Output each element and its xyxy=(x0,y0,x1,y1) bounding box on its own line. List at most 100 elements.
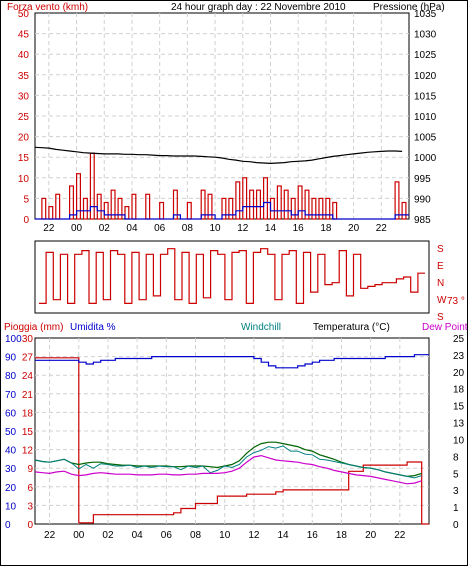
climate-hour-tick-label: 02 xyxy=(102,530,114,541)
pressure-axis-title: Pressione (hPa) xyxy=(373,2,445,13)
climate-hour-tick-label: 22 xyxy=(44,530,56,541)
climate-hour-tick-label: 22 xyxy=(394,530,406,541)
humidity-series xyxy=(35,354,429,369)
wind-hour-tick-label: 18 xyxy=(320,223,332,234)
wind-speed-tick-label: 15 xyxy=(18,153,30,164)
gust-bar xyxy=(110,189,116,220)
compass-label: S xyxy=(437,312,444,323)
climate-hour-tick-label: 16 xyxy=(307,530,319,541)
gust-bar xyxy=(235,181,241,220)
wind-speed-tick-label: 35 xyxy=(18,71,30,82)
rain-tick-label: 9 xyxy=(27,464,33,475)
climate-hour-tick-label: 08 xyxy=(190,530,202,541)
wind-speed-tick-label: 50 xyxy=(18,9,30,20)
gust-bar xyxy=(311,197,317,220)
temperature-tick-label: 25 xyxy=(453,334,465,345)
humidity-tick-label: 80 xyxy=(5,371,17,382)
humidity-tick-label: 70 xyxy=(5,390,17,401)
gust-bar xyxy=(221,197,227,220)
gust-bar xyxy=(297,185,303,220)
rain-tick-label: 6 xyxy=(27,483,33,494)
chart-title: 24 hour graph day : 22 Novembre 2010 xyxy=(171,2,346,13)
wind-speed-tick-label: 5 xyxy=(23,194,29,205)
gust-bar xyxy=(318,197,324,220)
temperature-tick-label: 10 xyxy=(453,435,465,446)
gust-bar xyxy=(283,189,289,220)
gust-bar xyxy=(263,177,269,220)
windchill-legend-label: Windchill xyxy=(241,322,281,333)
humidity-line xyxy=(35,354,429,369)
humidity-tick-label: 60 xyxy=(5,408,17,419)
wind-speed-tick-label: 25 xyxy=(18,112,30,123)
gust-bar xyxy=(228,197,234,220)
compass-label: S xyxy=(437,244,444,255)
rain-tick-label: 0 xyxy=(27,520,33,531)
temperature-tick-label: 15 xyxy=(453,402,465,413)
dewpoint-legend-label: Dew Point xyxy=(422,322,467,333)
rain-series xyxy=(35,357,429,525)
wind-speed-axis-title: Forza vento (kmh) xyxy=(7,2,88,13)
windchill-series xyxy=(34,445,422,479)
gust-bar xyxy=(75,173,81,220)
gust-bar xyxy=(242,177,248,220)
pressure-tick-label: 1035 xyxy=(414,9,437,20)
wind-hour-tick-label: 04 xyxy=(126,223,138,234)
average-wind-line xyxy=(35,201,409,220)
wind-speed-tick-label: 20 xyxy=(18,133,30,144)
climate-hour-tick-label: 00 xyxy=(73,530,85,541)
gust-bar xyxy=(276,185,282,220)
gust-bar xyxy=(249,189,255,220)
rain-tick-label: 27 xyxy=(22,353,34,364)
rain-line xyxy=(35,357,429,525)
temperature-tick-label: 1 xyxy=(453,503,459,514)
gust-bar xyxy=(82,197,88,220)
rain-tick-label: 18 xyxy=(22,408,34,419)
wind-hour-tick-label: 10 xyxy=(210,223,222,234)
temperature-legend-label: Temperatura (°C) xyxy=(313,322,390,333)
humidity-tick-label: 100 xyxy=(5,334,22,345)
rain-axis-labels: 0 3 6 9 12 15 18 21 24 27 30 xyxy=(22,334,34,531)
pressure-line xyxy=(34,146,403,165)
humidity-axis-title: Umidita % xyxy=(70,322,116,333)
climate-hour-tick-label: 10 xyxy=(219,530,231,541)
climate-hour-tick-label: 14 xyxy=(278,530,290,541)
wind-hour-tick-label: 00 xyxy=(71,223,83,234)
gust-bar xyxy=(394,181,400,220)
wind-hour-tick-label: 12 xyxy=(237,223,249,234)
pressure-tick-label: 985 xyxy=(414,215,431,226)
dewpoint-series xyxy=(34,454,422,485)
compass-label: E xyxy=(437,261,444,272)
wind-speed-tick-label: 45 xyxy=(18,30,30,41)
rain-axis-title: Pioggia (mm) xyxy=(4,322,63,333)
temperature-tick-label: 20 xyxy=(453,368,465,379)
humidity-tick-label: 10 xyxy=(5,501,17,512)
wind-speed-axis-labels: 0 5 10 15 20 25 30 35 40 45 50 xyxy=(18,9,30,226)
climate-hour-tick-label: 12 xyxy=(248,530,260,541)
temperature-tick-label: 23 xyxy=(453,351,465,362)
rain-tick-label: 21 xyxy=(22,390,34,401)
wind-speed-tick-label: 10 xyxy=(18,174,30,185)
gust-bar xyxy=(68,185,74,220)
climate-hour-tick-label: 20 xyxy=(365,530,377,541)
wind-direction-series xyxy=(39,248,425,304)
wind-hour-tick-label: 22 xyxy=(43,223,55,234)
pressure-tick-label: 995 xyxy=(414,174,431,185)
gust-bar xyxy=(200,189,206,220)
humidity-tick-label: 0 xyxy=(5,520,11,531)
rain-tick-label: 15 xyxy=(22,427,34,438)
pressure-tick-label: 1020 xyxy=(414,71,437,82)
wind-grid xyxy=(35,13,409,219)
humidity-axis-labels: 0 10 20 30 40 50 60 70 80 90 100 xyxy=(5,334,22,531)
average-wind-series xyxy=(35,201,409,220)
wind-speed-tick-label: 40 xyxy=(18,50,30,61)
rain-tick-label: 12 xyxy=(22,446,34,457)
climate-hour-tick-label: 04 xyxy=(132,530,144,541)
gust-bar xyxy=(256,189,262,220)
dewpoint-line xyxy=(34,454,422,485)
